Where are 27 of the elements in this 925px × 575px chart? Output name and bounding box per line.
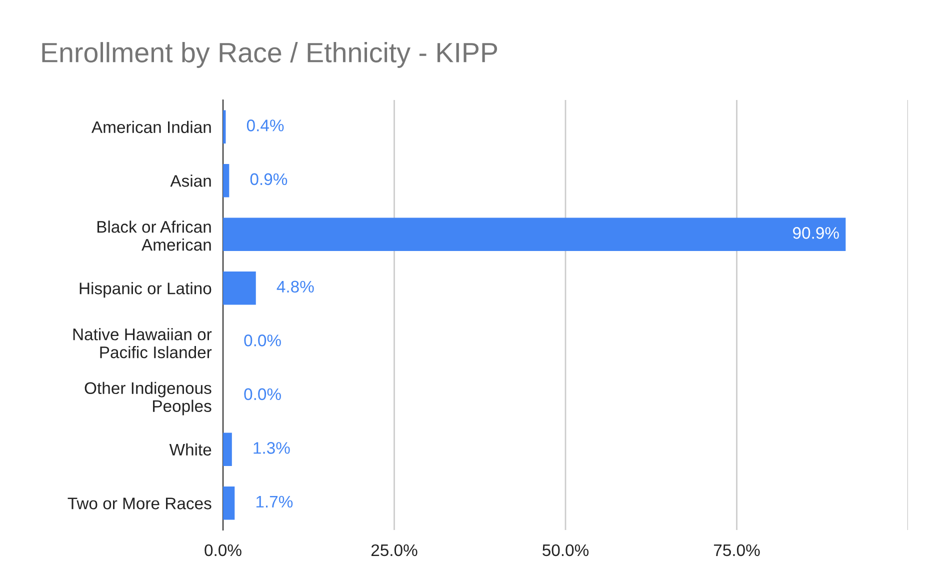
data-label: 0.0%: [244, 334, 281, 346]
bar: [223, 486, 235, 520]
y-tick-label: Other Indigenous Peoples: [84, 382, 212, 416]
bar: [223, 432, 232, 466]
chart-title: Enrollment by Race / Ethnicity - KIPP: [42, 42, 498, 68]
data-label: 1.7%: [256, 496, 293, 508]
y-tick-label: American Indian: [91, 120, 211, 134]
y-tick-label: Asian: [170, 174, 211, 187]
data-label: 1.3%: [254, 442, 290, 454]
bar: [223, 164, 230, 198]
y-tick-label: Hispanic or Latino: [80, 282, 212, 298]
x-tick-label: 75.0%: [714, 544, 760, 556]
y-tick-label: Native Hawaiian or Pacific Islander: [73, 328, 212, 358]
data-label: 0.9%: [250, 173, 288, 186]
data-label: 4.8%: [276, 280, 314, 293]
y-tick-label: Two or More Races: [68, 498, 212, 510]
data-label: 0.4%: [246, 120, 284, 132]
bar: [223, 218, 846, 252]
bar: [223, 110, 226, 144]
y-tick-label: Black or African American: [97, 220, 211, 251]
x-tick-label: 0.0%: [204, 544, 242, 556]
x-tick-label: 50.0%: [542, 544, 589, 556]
x-tick-label: 25.0%: [371, 544, 418, 556]
bar: [223, 271, 256, 305]
data-label: 0.0%: [244, 388, 281, 400]
data-label: 90.9%: [793, 227, 839, 239]
y-tick-label: White: [169, 443, 212, 456]
